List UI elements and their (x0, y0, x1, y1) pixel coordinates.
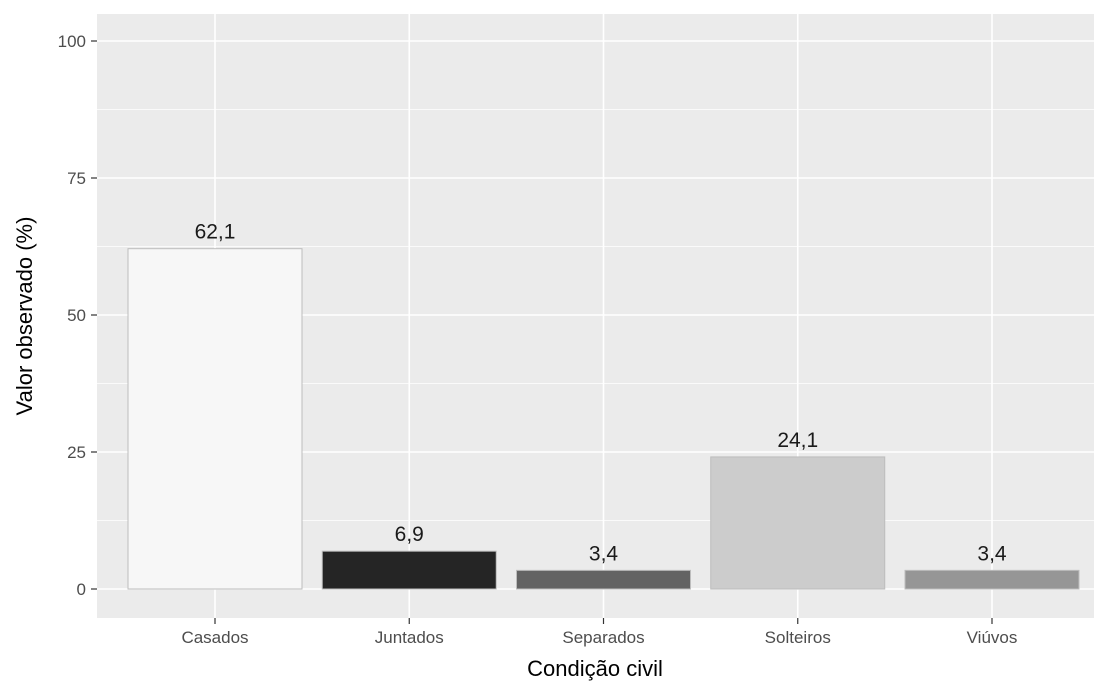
bar-solteiros (710, 456, 886, 590)
x-tick-label: Casados (181, 628, 248, 647)
x-tick-label: Juntados (375, 628, 444, 647)
x-tick-label: Viúvos (967, 628, 1018, 647)
data-label: 62,1 (195, 221, 236, 244)
bar-casados (127, 248, 303, 590)
y-tick-label: 75 (67, 169, 86, 188)
y-axis-title: Valor observado (%) (12, 217, 37, 416)
data-labels: 62,1 6,9 3,4 24,1 3,4 (195, 221, 1007, 566)
x-tick-label: Solteiros (765, 628, 831, 647)
data-label: 24,1 (777, 429, 818, 452)
x-axis-title: Condição civil (527, 656, 663, 681)
bars (127, 248, 1080, 590)
y-tick-label: 100 (58, 32, 86, 51)
data-label: 3,4 (977, 542, 1007, 565)
y-tick-label: 0 (77, 580, 86, 599)
x-tick-label: Separados (562, 628, 644, 647)
axes: 0 25 50 75 100 Casados Juntados Separados Soltei… (58, 32, 1018, 647)
y-tick-label: 25 (67, 443, 86, 462)
y-tick-label: 50 (67, 306, 86, 325)
bar-separados (516, 569, 691, 590)
bar-juntados (321, 550, 497, 590)
bar-viúvos (904, 569, 1080, 590)
data-label: 3,4 (589, 542, 619, 565)
data-label: 6,9 (395, 523, 424, 546)
